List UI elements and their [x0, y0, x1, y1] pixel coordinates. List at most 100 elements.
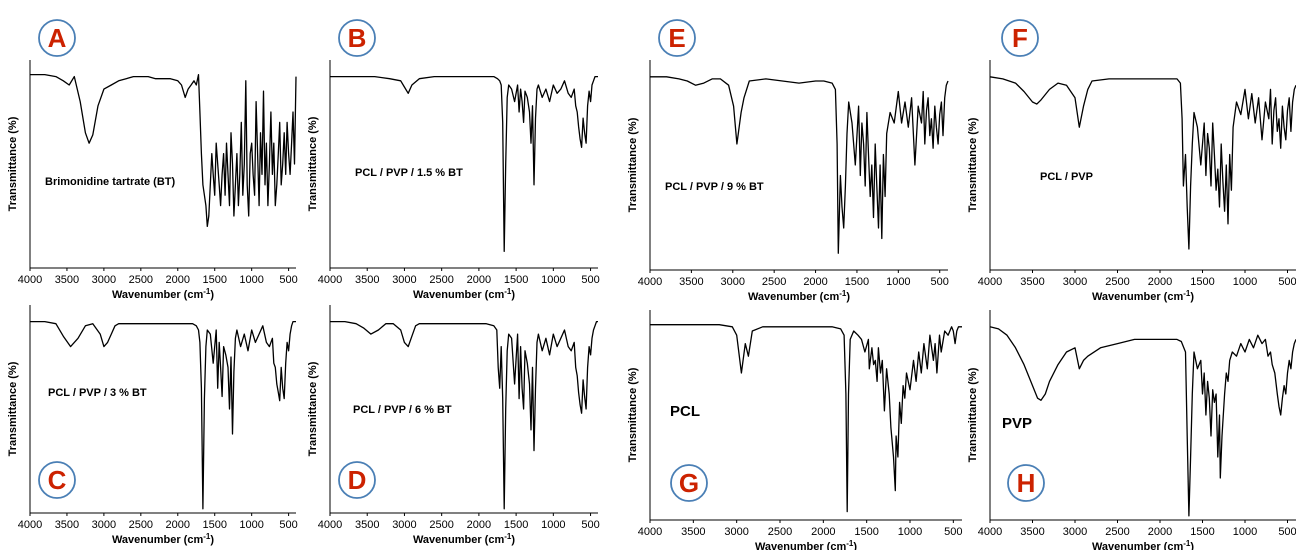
x-tick-label: 3500 [679, 276, 703, 288]
x-tick-label: 1500 [845, 276, 869, 288]
panel-badge [1001, 19, 1039, 57]
sample-annotation: PCL [670, 403, 700, 420]
x-tick-label: 500 [581, 274, 599, 286]
panel-f: 4000 3500 3000 2500 2000 1500 1000 500 Wavenumbe… [967, 19, 1296, 303]
panel-a: 4000 3500 3000 2500 2000 1500 1000 500 Wavenumbe… [7, 19, 298, 301]
y-axis-label: Transmittance (%) [307, 116, 319, 211]
x-axis-label: Wavenumber (cm-1) [413, 287, 515, 301]
panel-badge [1007, 464, 1045, 502]
y-axis-label: Transmittance (%) [967, 117, 979, 212]
panel-g: 4000 3500 3000 2500 2000 1500 1000 500 Wavenumbe… [627, 310, 963, 550]
panel-label: F [1012, 23, 1028, 53]
x-tick-label: 2500 [129, 274, 153, 286]
panel-badge [658, 19, 696, 57]
spectrum-line [650, 76, 949, 254]
x-tick-label: 3500 [55, 274, 79, 286]
x-tick-label: 1000 [1233, 526, 1257, 538]
x-tick-label: 3000 [721, 276, 745, 288]
x-tick-label: 4000 [978, 526, 1002, 538]
x-tick-label: 1500 [504, 519, 528, 531]
x-tick-label: 2500 [129, 519, 153, 531]
x-tick-label: 1500 [1190, 276, 1214, 288]
y-axis-label: Transmittance (%) [627, 367, 639, 462]
x-tick-label: 4000 [978, 276, 1002, 288]
x-tick-label: 500 [279, 519, 297, 531]
x-tick-label: 2000 [1148, 276, 1172, 288]
x-tick-label: 4000 [638, 276, 662, 288]
x-tick-label: 500 [931, 276, 949, 288]
x-tick-label: 3000 [724, 526, 748, 538]
spectrum-line [989, 326, 1296, 517]
x-tick-label: 2500 [1105, 276, 1129, 288]
x-tick-label: 4000 [18, 274, 42, 286]
x-tick-label: 4000 [318, 519, 342, 531]
x-tick-label: 500 [944, 526, 962, 538]
panel-label: A [48, 23, 67, 53]
x-tick-label: 2500 [762, 276, 786, 288]
x-tick-label: 1500 [854, 526, 878, 538]
x-axis-label: Wavenumber (cm-1) [112, 532, 214, 546]
panel-badge [38, 19, 76, 57]
y-axis-label: Transmittance (%) [307, 361, 319, 456]
x-tick-label: 1000 [886, 276, 910, 288]
x-tick-label: 1000 [541, 519, 565, 531]
x-tick-label: 3500 [1020, 526, 1044, 538]
x-tick-label: 2500 [429, 274, 453, 286]
spectrum-line [330, 320, 598, 510]
panel-d: 4000 3500 3000 2500 2000 1500 1000 500 Wavenumbe… [307, 305, 600, 546]
panel-b: 4000 3500 3000 2500 2000 1500 1000 500 Wavenumbe… [307, 19, 600, 301]
x-tick-label: 3000 [92, 519, 116, 531]
x-tick-label: 3500 [681, 526, 705, 538]
panel-label: E [668, 23, 685, 53]
sample-annotation: PCL / PVP [1040, 171, 1093, 183]
spectrum-line [330, 75, 598, 253]
x-tick-label: 2000 [467, 274, 491, 286]
x-axis-label: Wavenumber (cm-1) [748, 289, 850, 303]
panel-h: 4000 3500 3000 2500 2000 1500 1000 500 Wavenumbe… [967, 310, 1296, 550]
sample-annotation: PVP [1002, 415, 1032, 432]
panel-label: D [348, 465, 367, 495]
spectrum-line [989, 76, 1296, 250]
x-tick-label: 2000 [467, 519, 491, 531]
sample-annotation: Brimonidine tartrate (BT) [45, 176, 176, 188]
y-axis-label: Transmittance (%) [627, 117, 639, 212]
x-tick-label: 1000 [1233, 276, 1257, 288]
x-axis-label: Wavenumber (cm-1) [755, 539, 857, 550]
sample-annotation: PCL / PVP / 6 % BT [353, 404, 452, 416]
x-tick-label: 500 [1278, 276, 1296, 288]
sample-annotation: PCL / PVP / 1.5 % BT [355, 167, 463, 179]
panel-badge [338, 461, 376, 499]
x-tick-label: 3000 [1063, 276, 1087, 288]
x-axis-label: Wavenumber (cm-1) [413, 532, 515, 546]
x-tick-label: 2000 [166, 274, 190, 286]
x-tick-label: 4000 [318, 274, 342, 286]
panel-label: G [679, 468, 699, 498]
x-axis-label: Wavenumber (cm-1) [1092, 289, 1194, 303]
panel-badge [670, 464, 708, 502]
sample-annotation: PCL / PVP / 3 % BT [48, 387, 147, 399]
x-tick-label: 3000 [392, 274, 416, 286]
x-axis-label: Wavenumber (cm-1) [112, 287, 214, 301]
x-tick-label: 1000 [898, 526, 922, 538]
x-tick-label: 4000 [18, 519, 42, 531]
x-axis-label: Wavenumber (cm-1) [1092, 539, 1194, 550]
x-tick-label: 1500 [202, 274, 226, 286]
x-tick-label: 2500 [429, 519, 453, 531]
x-tick-label: 3000 [392, 519, 416, 531]
x-tick-label: 3000 [1063, 526, 1087, 538]
x-tick-label: 3500 [55, 519, 79, 531]
x-tick-label: 4000 [638, 526, 662, 538]
x-tick-label: 1000 [239, 519, 263, 531]
spectrum-line [30, 320, 296, 510]
x-tick-label: 1500 [1190, 526, 1214, 538]
y-axis-label: Transmittance (%) [7, 116, 19, 211]
x-tick-label: 500 [581, 519, 599, 531]
panel-c: 4000 3500 3000 2500 2000 1500 1000 500 Wavenumbe… [7, 305, 298, 546]
x-tick-label: 1500 [202, 519, 226, 531]
panel-badge [338, 19, 376, 57]
panel-e: 4000 3500 3000 2500 2000 1500 1000 500 Wavenumbe… [627, 19, 949, 303]
x-tick-label: 2500 [1105, 526, 1129, 538]
spectrum-line [30, 73, 297, 228]
y-axis-label: Transmittance (%) [7, 361, 19, 456]
